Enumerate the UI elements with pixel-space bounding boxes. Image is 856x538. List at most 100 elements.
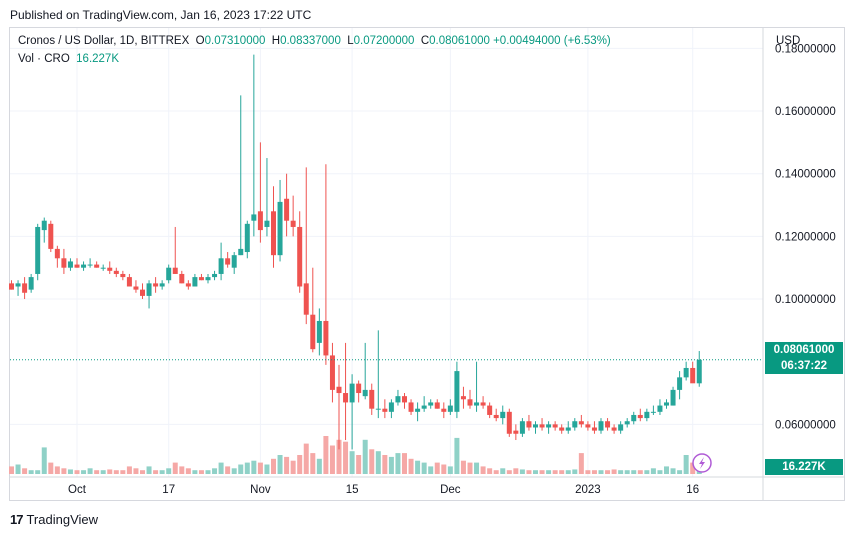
change-value: +0.00494000 (+6.53%) bbox=[493, 35, 611, 47]
candle-body bbox=[303, 283, 309, 315]
volume-bar bbox=[231, 468, 237, 474]
candle-body bbox=[356, 383, 362, 394]
volume-bar bbox=[539, 470, 545, 474]
currency-label[interactable]: USD bbox=[776, 35, 801, 47]
candle-body bbox=[231, 255, 237, 268]
volume-bar bbox=[631, 470, 637, 474]
x-tick-label: Dec bbox=[440, 484, 461, 496]
volume-bar bbox=[120, 470, 126, 474]
volume-bar bbox=[336, 439, 342, 474]
volume-bar bbox=[166, 468, 172, 474]
volume-bar bbox=[480, 466, 486, 474]
candle-body bbox=[146, 283, 152, 296]
volume-bar bbox=[474, 462, 480, 474]
x-tick-label: 15 bbox=[346, 484, 359, 496]
volume-bar bbox=[113, 470, 119, 474]
candle-body bbox=[408, 402, 414, 412]
candle-body bbox=[552, 424, 558, 428]
candle-body bbox=[48, 223, 54, 249]
candle-body bbox=[369, 389, 375, 409]
candle-body bbox=[683, 367, 689, 378]
candle-body bbox=[539, 424, 545, 428]
candle-body bbox=[9, 283, 14, 290]
volume-bar bbox=[533, 470, 538, 474]
y-tick-label: 0.06000000 bbox=[775, 419, 836, 431]
volume-bar bbox=[644, 470, 650, 474]
candle-body bbox=[343, 393, 349, 403]
candle-body bbox=[198, 277, 204, 281]
volume-bar bbox=[41, 447, 47, 474]
volume-bar bbox=[251, 460, 257, 474]
candle-body bbox=[487, 405, 493, 415]
candle-body bbox=[323, 320, 329, 356]
candle-body bbox=[35, 226, 41, 274]
candle-body bbox=[480, 402, 486, 406]
candle-body bbox=[447, 405, 453, 412]
open-label: O bbox=[195, 35, 205, 47]
volume-bar bbox=[61, 468, 67, 474]
volume-bar bbox=[611, 469, 617, 474]
volume-bar bbox=[460, 460, 466, 474]
low-value: 0.07200000 bbox=[353, 35, 415, 47]
candle-body bbox=[664, 402, 669, 406]
volume-bar bbox=[159, 470, 165, 474]
candle-body bbox=[382, 408, 388, 412]
x-tick-label: Nov bbox=[250, 484, 271, 496]
volume-bar bbox=[421, 462, 427, 474]
y-tick-label: 0.12000000 bbox=[775, 231, 836, 243]
candle-body bbox=[310, 314, 316, 350]
candle-body bbox=[650, 411, 656, 413]
volume-bar bbox=[454, 437, 460, 474]
y-tick-label: 0.16000000 bbox=[775, 106, 836, 118]
volume-bar bbox=[493, 470, 499, 474]
volume-legend: Vol · CRO 16.227K bbox=[18, 53, 119, 65]
volume-bar bbox=[677, 470, 683, 474]
candle-body bbox=[133, 286, 139, 290]
candle-body bbox=[159, 283, 165, 287]
candle-body bbox=[218, 258, 224, 274]
volume-bar bbox=[428, 466, 434, 474]
candle-body bbox=[153, 283, 159, 287]
candle-body bbox=[506, 411, 512, 434]
volume-bar bbox=[605, 470, 611, 474]
volume-bar bbox=[362, 439, 368, 474]
symbol-title[interactable]: Cronos / US Dollar, 1D, BITTREX bbox=[18, 35, 190, 47]
candle-body bbox=[454, 371, 460, 412]
volume-bar bbox=[356, 455, 362, 474]
volume-bar bbox=[218, 462, 224, 474]
volume-bar bbox=[591, 470, 597, 474]
candle-body bbox=[644, 411, 650, 419]
candle-body bbox=[624, 421, 630, 425]
candle-body bbox=[434, 402, 440, 409]
candle-body bbox=[605, 421, 611, 428]
volume-bar bbox=[94, 470, 100, 474]
volume-bar bbox=[690, 462, 696, 474]
lightning-bolt-icon bbox=[699, 457, 705, 469]
candle-body bbox=[533, 424, 538, 428]
volume-bar bbox=[441, 464, 447, 474]
volume-tag: 16.227K bbox=[765, 459, 843, 475]
candle-body bbox=[415, 408, 421, 412]
candle-body bbox=[421, 405, 427, 409]
candle-body bbox=[428, 402, 434, 406]
volume-bar bbox=[598, 470, 604, 474]
candle-body bbox=[120, 273, 126, 278]
volume-bar bbox=[212, 468, 218, 474]
tradingview-logo[interactable]: 17 TradingView bbox=[10, 512, 98, 527]
close-label: C bbox=[420, 35, 430, 47]
x-tick-label: 2023 bbox=[575, 484, 601, 496]
candle-body bbox=[349, 383, 355, 403]
volume-bar bbox=[657, 470, 663, 474]
candle-body bbox=[212, 273, 218, 278]
volume-bar bbox=[192, 470, 198, 474]
candle-body bbox=[559, 427, 565, 431]
volume-bar bbox=[238, 464, 244, 474]
volume-bar bbox=[415, 460, 421, 474]
volume-bar bbox=[74, 470, 80, 474]
candle-body bbox=[460, 396, 466, 400]
x-tick-label: Oct bbox=[68, 484, 87, 496]
volume-bar bbox=[146, 466, 152, 474]
ohlc-legend: Cronos / US Dollar, 1D, BITTREX O0.07310… bbox=[18, 35, 611, 47]
candle-body bbox=[513, 430, 519, 434]
